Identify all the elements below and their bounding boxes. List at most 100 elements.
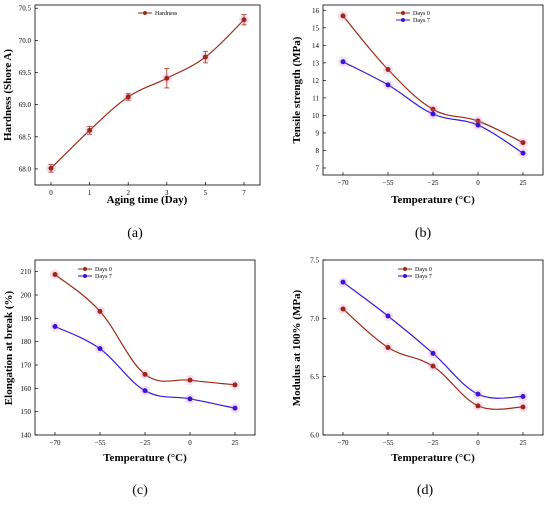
x-axis-label: Temperature (°C) (391, 194, 475, 206)
data-point (430, 111, 436, 117)
series-layer (338, 277, 528, 412)
y-axis-label: Tensile strength (MPa) (291, 36, 303, 143)
data-point (187, 396, 193, 402)
y-axis-ticks: 140 150 160 170 180 190 200 210 (21, 268, 38, 440)
x-axis-label: Aging time (Day) (107, 194, 188, 206)
data-point (340, 279, 346, 285)
y-axis-ticks: 7 8 9 10 11 12 13 14 15 16 (312, 7, 326, 172)
x-tick-label: 2 (126, 189, 130, 197)
y-tick-label: 190 (21, 315, 32, 323)
y-tick-label: 8 (316, 147, 320, 155)
data-point (97, 346, 103, 352)
x-tick-label: 0 (49, 189, 53, 197)
y-tick-label: 7.0 (310, 315, 319, 323)
y-tick-label: 70.5 (19, 5, 32, 13)
legend-label: Hardness (155, 11, 178, 17)
data-point (340, 306, 346, 312)
y-tick-label: 200 (21, 292, 32, 300)
data-point (48, 165, 54, 171)
y-tick-label: 140 (21, 432, 32, 440)
legend-swatch-marker (83, 274, 87, 278)
data-point (142, 371, 148, 377)
y-tick-label: 68.0 (19, 165, 32, 173)
data-point (232, 382, 238, 388)
x-tick-label: −25 (140, 439, 151, 447)
data-point (385, 66, 391, 72)
data-point (475, 118, 481, 124)
series-line (50, 19, 245, 169)
legend-label: Days 0 (413, 11, 430, 17)
data-point (385, 345, 391, 350)
series-line (342, 308, 524, 410)
plot-frame (34, 4, 261, 186)
y-tick-label: 14 (312, 42, 320, 50)
data-point (475, 122, 481, 128)
y-tick-label: 170 (21, 362, 32, 370)
x-axis-label: Temperature (°C) (103, 452, 187, 464)
y-tick-label: 11 (312, 94, 319, 102)
series-layer (46, 14, 249, 174)
data-point (202, 54, 208, 60)
legend-swatch-marker (401, 11, 405, 15)
legend-label: Days 7 (95, 274, 112, 280)
data-point (520, 404, 526, 410)
y-axis-ticks: 68.0 68.5 69.0 69.5 70.0 70.5 (19, 5, 38, 173)
x-axis-ticks: 0 1 2 3 5 7 (49, 182, 246, 197)
legend-swatch-marker (403, 267, 407, 271)
data-point (475, 391, 481, 397)
y-tick-label: 150 (21, 408, 32, 416)
x-tick-label: −55 (95, 439, 106, 447)
legend-swatch-marker (83, 267, 87, 271)
data-point (520, 394, 526, 399)
x-tick-label: 5 (204, 189, 208, 197)
legend-label: Days 0 (95, 267, 112, 273)
series-line (342, 281, 524, 399)
x-tick-label: 7 (242, 189, 246, 197)
data-point (520, 140, 526, 146)
y-tick-label: 16 (312, 7, 320, 15)
data-point (385, 313, 391, 319)
x-tick-label: 0 (476, 439, 480, 447)
y-tick-label: 160 (21, 385, 32, 393)
chart-tensile-strength: 7 8 9 10 11 12 13 14 15 16 −70 −55 −25 0 25 Days 0Day… (291, 4, 544, 241)
y-tick-label: 210 (21, 268, 32, 276)
legend-swatch-marker (403, 274, 407, 278)
series-line (54, 325, 236, 409)
x-tick-label: −70 (338, 439, 349, 447)
y-axis-label: Hardness (Shore A) (2, 49, 14, 141)
y-tick-label: 6.0 (310, 432, 319, 440)
x-tick-label: 0 (188, 439, 192, 447)
panel-label: (a) (127, 226, 143, 241)
legend-swatch-marker (401, 18, 405, 22)
x-tick-label: −70 (50, 439, 61, 447)
data-point (340, 59, 346, 65)
y-tick-label: 69.0 (19, 101, 32, 109)
panel-label: (c) (132, 483, 148, 498)
data-point (187, 377, 193, 383)
data-point (164, 75, 170, 81)
plot-frame (34, 259, 256, 436)
y-tick-label: 180 (21, 338, 32, 346)
y-axis-label: Elongation at break (%) (3, 290, 15, 405)
data-point (241, 17, 247, 23)
data-point (430, 350, 436, 356)
x-tick-label: −25 (428, 439, 439, 447)
series-line (54, 274, 236, 386)
x-axis-ticks: −70 −55 −25 0 25 (338, 172, 527, 187)
data-point (142, 388, 148, 394)
y-tick-label: 7 (316, 164, 320, 172)
legend-label: Days 7 (415, 274, 432, 280)
data-point (52, 271, 58, 277)
y-tick-label: 68.5 (19, 133, 32, 141)
series-layer (50, 269, 240, 414)
data-point (52, 324, 58, 329)
y-axis-ticks: 6.0 6.5 7.0 7.5 (310, 257, 326, 440)
data-point (430, 363, 436, 369)
y-tick-label: 7.5 (310, 257, 319, 265)
data-point (430, 106, 436, 112)
y-axis-label: Modulus at 100% (MPa) (291, 289, 303, 406)
